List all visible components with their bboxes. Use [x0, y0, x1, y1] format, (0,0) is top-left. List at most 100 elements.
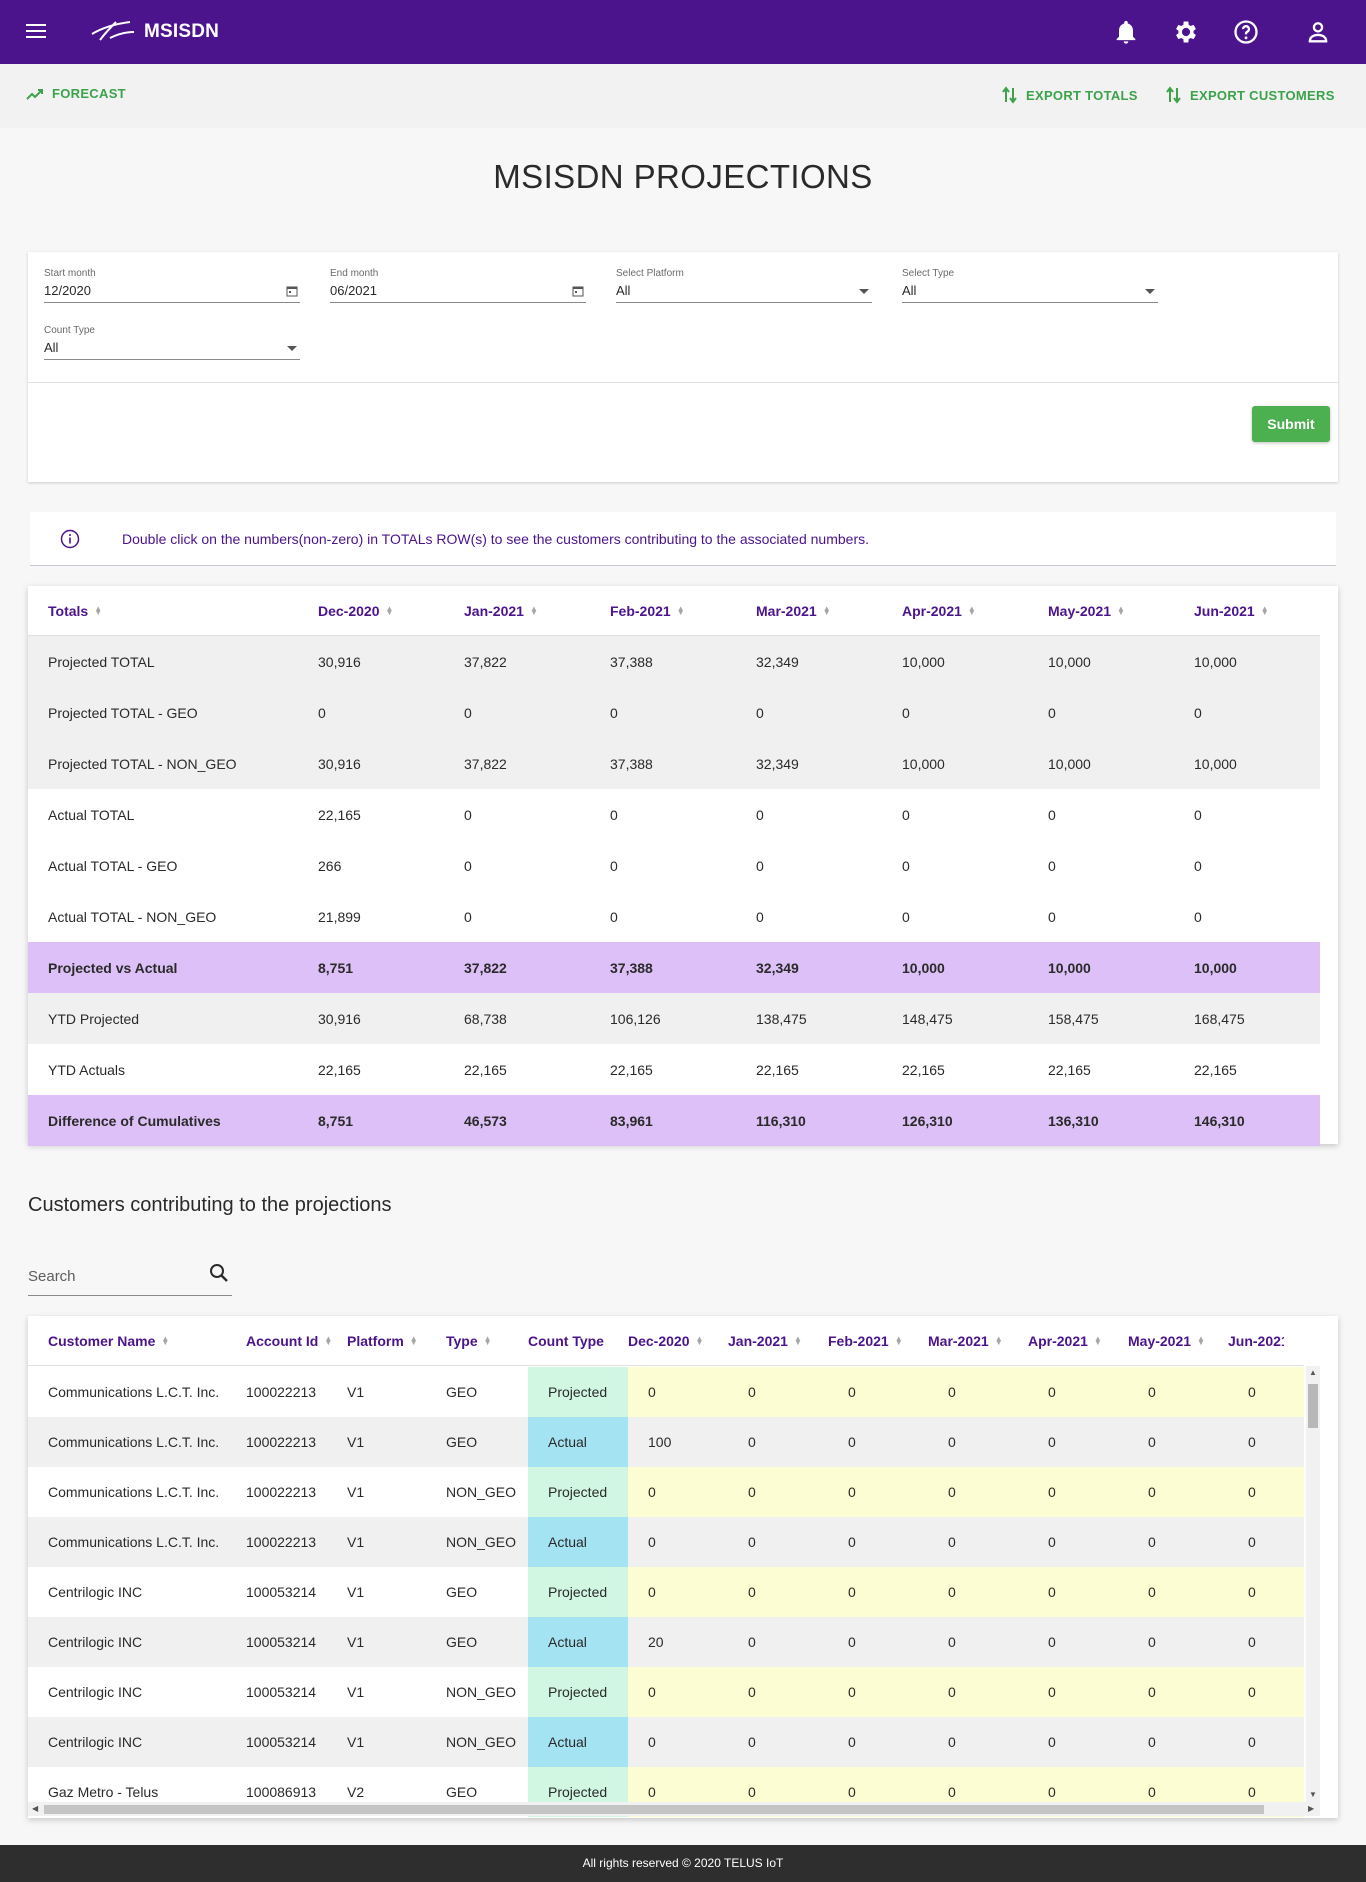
totals-column-header[interactable]: Totals ▲ ▼ [48, 586, 102, 635]
totals-cell[interactable]: 22,165 [318, 1061, 361, 1078]
sort-icon[interactable]: ▲ ▼ [894, 1333, 903, 1347]
type-dropdown[interactable]: All [902, 283, 1158, 303]
customers-column-header[interactable]: Feb-2021 ▲ ▼ [808, 1316, 908, 1365]
totals-cell[interactable]: 22,165 [610, 1061, 653, 1078]
totals-column-header[interactable]: Mar-2021 ▲ ▼ [756, 586, 831, 635]
end-month-input[interactable]: 06/2021 [330, 283, 586, 303]
help-icon[interactable] [1232, 18, 1260, 46]
sort-icon[interactable]: ▲ ▼ [1093, 1333, 1102, 1347]
sort-icon[interactable]: ▲ ▼ [409, 1333, 418, 1347]
sort-icon[interactable]: ▲ ▼ [695, 1333, 704, 1347]
notification-bell-icon[interactable] [1112, 18, 1140, 46]
account-user-icon[interactable] [1304, 18, 1332, 46]
type-select[interactable]: Select Type All [902, 268, 1158, 303]
totals-cell[interactable]: 10,000 [1194, 653, 1237, 670]
end-month-field[interactable]: End month 06/2021 [330, 268, 586, 303]
menu-icon[interactable] [24, 20, 48, 44]
customers-column-header[interactable]: Account Id ▲ ▼ [246, 1316, 346, 1365]
sort-icon[interactable]: ▲ ▼ [1260, 603, 1269, 617]
customers-column-header[interactable]: Jun-2021▲▼ [1208, 1316, 1284, 1365]
sort-icon[interactable]: ▲ ▼ [94, 603, 103, 617]
totals-column-header[interactable]: Feb-2021 ▲ ▼ [610, 586, 685, 635]
scroll-down-icon[interactable]: ▼ [1309, 1790, 1317, 1799]
totals-cell[interactable]: 10,000 [1048, 755, 1091, 772]
totals-cell[interactable]: 148,475 [902, 1010, 953, 1027]
totals-cell[interactable]: 30,916 [318, 1010, 361, 1027]
search-input[interactable]: Search [28, 1262, 232, 1296]
submit-button[interactable]: Submit [1252, 406, 1330, 442]
calendar-icon[interactable] [286, 285, 298, 300]
totals-cell[interactable]: 32,349 [756, 653, 799, 670]
totals-cell[interactable]: 10,000 [1048, 653, 1091, 670]
dropdown-arrow-icon[interactable] [858, 285, 870, 300]
totals-cell[interactable]: 266 [318, 857, 342, 874]
table-row[interactable]: Communications L.C.T. Inc. 100022213 V1 NON… [28, 1467, 1304, 1517]
customers-column-header[interactable]: Jan-2021 ▲ ▼ [708, 1316, 808, 1365]
totals-column-header[interactable]: Jun-2021 ▲ ▼ [1194, 586, 1269, 635]
totals-cell[interactable]: 126,310 [902, 1112, 953, 1129]
table-row[interactable]: Centrilogic INC 100053214 V1 GEO Projected 0 0… [28, 1567, 1304, 1617]
totals-cell[interactable]: 30,916 [318, 653, 361, 670]
horizontal-scroll-thumb[interactable] [44, 1805, 1264, 1814]
totals-cell[interactable]: 22,165 [1048, 1061, 1091, 1078]
totals-cell[interactable]: 138,475 [756, 1010, 807, 1027]
totals-cell[interactable]: 146,310 [1194, 1112, 1245, 1129]
count-type-select[interactable]: Count Type All [44, 325, 300, 360]
platform-select[interactable]: Select Platform All [616, 268, 872, 303]
totals-cell[interactable]: 32,349 [756, 959, 799, 976]
totals-cell[interactable]: 22,165 [756, 1061, 799, 1078]
start-month-input[interactable]: 12/2020 [44, 283, 300, 303]
totals-cell[interactable]: 83,961 [610, 1112, 653, 1129]
totals-column-header[interactable]: Apr-2021 ▲ ▼ [902, 586, 976, 635]
table-row[interactable]: Centrilogic INC 100053214 V1 NON_GEO Project… [28, 1667, 1304, 1717]
horizontal-scrollbar[interactable]: ◀ ▶ [28, 1802, 1320, 1816]
totals-cell[interactable]: 8,751 [318, 1112, 354, 1129]
calendar-icon[interactable] [572, 285, 584, 300]
totals-cell[interactable]: 37,822 [464, 653, 507, 670]
search-icon[interactable] [208, 1262, 230, 1289]
sort-icon[interactable]: ▲ ▼ [161, 1333, 170, 1347]
totals-cell[interactable]: 22,165 [464, 1061, 507, 1078]
totals-cell[interactable]: 22,165 [318, 806, 361, 823]
customers-column-header[interactable]: Count Type [508, 1316, 608, 1365]
totals-cell[interactable]: 116,310 [756, 1112, 806, 1129]
sort-icon[interactable]: ▲ ▼ [676, 603, 685, 617]
table-row[interactable]: Communications L.C.T. Inc. 100022213 V1 GEO… [28, 1367, 1304, 1417]
totals-cell[interactable]: 10,000 [902, 755, 945, 772]
table-row[interactable]: Centrilogic INC 100053214 V1 NON_GEO Actual 0… [28, 1717, 1304, 1767]
totals-cell[interactable]: 37,388 [610, 653, 653, 670]
export-totals-button[interactable]: EXPORT TOTALS [1002, 86, 1138, 104]
totals-cell[interactable]: 10,000 [902, 653, 945, 670]
sort-icon[interactable]: ▲ ▼ [1197, 1333, 1205, 1347]
table-row[interactable]: Communications L.C.T. Inc. 100022213 V1 NON… [28, 1517, 1304, 1567]
customers-column-header[interactable]: May-2021 ▲ ▼ [1108, 1316, 1208, 1365]
sort-icon[interactable]: ▲ ▼ [994, 1333, 1003, 1347]
forecast-button[interactable]: FORECAST [26, 86, 126, 101]
sort-icon[interactable]: ▲ ▼ [483, 1333, 492, 1347]
sort-icon[interactable]: ▲ ▼ [529, 603, 538, 617]
scroll-right-icon[interactable]: ▶ [1308, 1804, 1315, 1813]
totals-cell[interactable]: 22,165 [1194, 1061, 1237, 1078]
sort-icon[interactable]: ▲ ▼ [967, 603, 976, 617]
customers-column-header[interactable]: Customer Name ▲ ▼ [48, 1316, 238, 1365]
scroll-left-icon[interactable]: ◀ [32, 1804, 39, 1813]
platform-dropdown[interactable]: All [616, 283, 872, 303]
totals-cell[interactable]: 168,475 [1194, 1010, 1245, 1027]
totals-cell[interactable]: 46,573 [464, 1112, 507, 1129]
totals-cell[interactable]: 10,000 [902, 959, 945, 976]
export-customers-button[interactable]: EXPORT CUSTOMERS [1166, 86, 1335, 104]
customers-column-header[interactable]: Apr-2021 ▲ ▼ [1008, 1316, 1108, 1365]
totals-cell[interactable]: 10,000 [1194, 959, 1237, 976]
dropdown-arrow-icon[interactable] [1144, 285, 1156, 300]
totals-cell[interactable]: 68,738 [464, 1010, 507, 1027]
totals-cell[interactable]: 30,916 [318, 755, 361, 772]
settings-gear-icon[interactable] [1172, 18, 1200, 46]
totals-cell[interactable]: 37,388 [610, 959, 653, 976]
sort-icon[interactable]: ▲ ▼ [822, 603, 831, 617]
totals-cell[interactable]: 158,475 [1048, 1010, 1099, 1027]
customers-column-header[interactable]: Mar-2021 ▲ ▼ [908, 1316, 1008, 1365]
totals-cell[interactable]: 32,349 [756, 755, 799, 772]
totals-cell[interactable]: 10,000 [1048, 959, 1091, 976]
totals-cell[interactable]: 10,000 [1194, 755, 1237, 772]
customers-column-header[interactable]: Platform ▲ ▼ [347, 1316, 446, 1365]
